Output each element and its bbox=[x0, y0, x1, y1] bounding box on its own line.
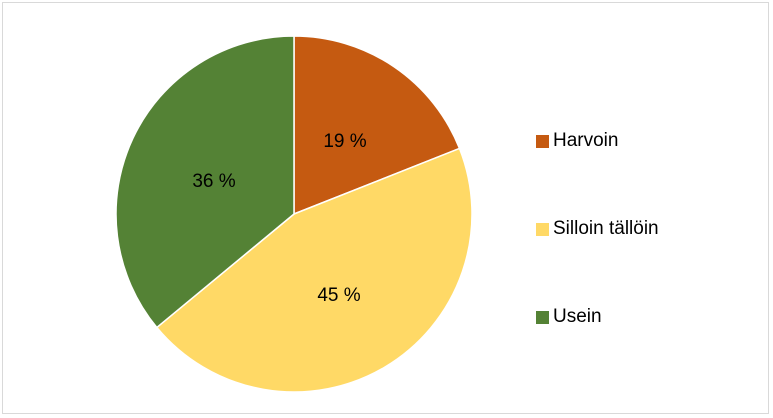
pie-slice-usein bbox=[115, 35, 295, 329]
pie-slice-harvoin bbox=[293, 35, 461, 216]
legend-swatch-silloin-tallloin bbox=[536, 222, 549, 236]
legend-swatch-harvoin bbox=[536, 134, 549, 148]
legend-swatch-usein bbox=[536, 310, 549, 324]
data-label-silloin-tällöin: 45 % bbox=[317, 285, 360, 306]
legend-label-harvoin: Harvoin bbox=[553, 130, 619, 151]
pie-slice-silloin-tällöin bbox=[155, 147, 473, 393]
legend-label-usein: Usein bbox=[553, 306, 602, 327]
legend-item-harvoin: Harvoin bbox=[536, 130, 618, 152]
legend-item-usein: Usein bbox=[536, 306, 602, 328]
data-label-harvoin: 19 % bbox=[323, 131, 366, 152]
legend-item-silloin-tallloin: Silloin tällöin bbox=[536, 218, 659, 240]
data-label-usein: 36 % bbox=[192, 171, 235, 192]
legend-label-silloin-tallloin: Silloin tällöin bbox=[553, 218, 659, 239]
